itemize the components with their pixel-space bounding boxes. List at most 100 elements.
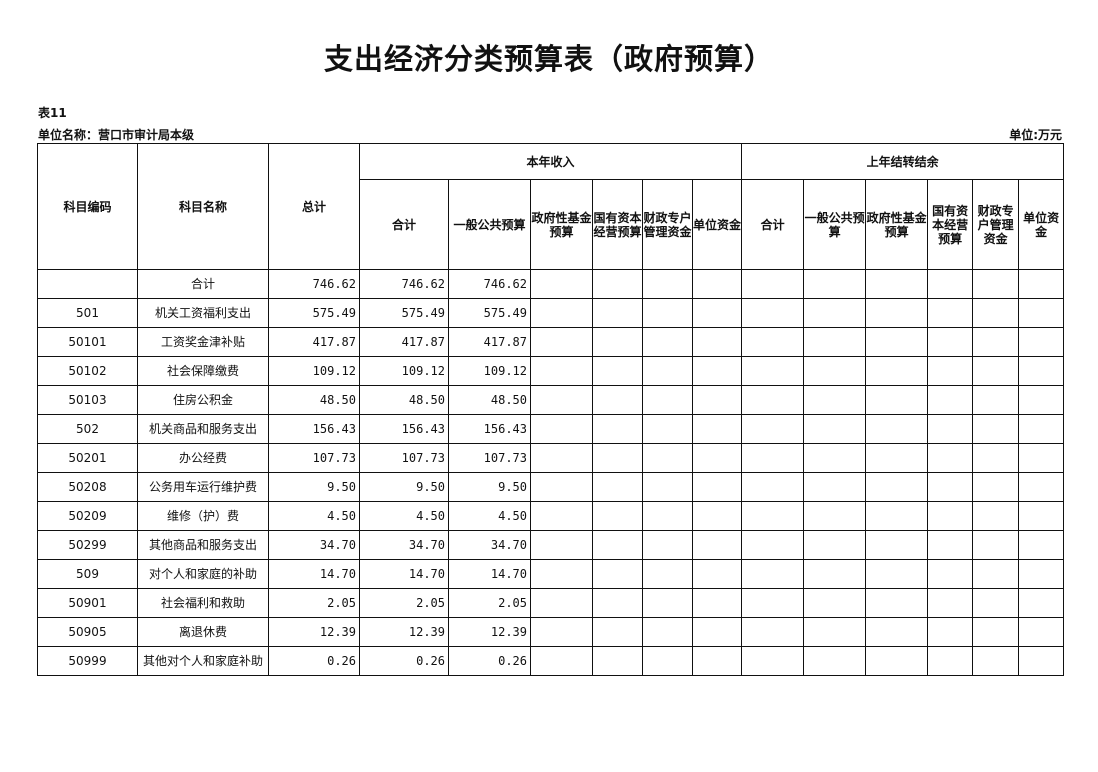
cell-empty [1018,530,1065,560]
cell-name: 住房公积金 [137,385,269,415]
cell-empty [803,646,867,676]
cell-total: 14.70 [268,559,360,589]
table-row: 50101 工资奖金津补贴 417.87 417.87 417.87 [37,327,1065,357]
page-title: 支出经济分类预算表（政府预算） [323,42,774,76]
cell-current-total: 575.49 [359,298,449,328]
cell-current-general: 575.49 [448,298,531,328]
cell-empty [642,617,693,647]
name-text: 机关商品和服务支出 [148,422,257,436]
cell-empty [1018,385,1065,415]
cell-empty [530,298,593,328]
cell-empty [642,501,693,531]
cell-empty [530,646,593,676]
cell-name: 办公经费 [137,443,269,473]
cell-empty [972,356,1020,386]
cell-empty [530,617,593,647]
cell-empty [642,559,693,589]
cell-empty [530,501,593,531]
cell-empty [972,327,1020,357]
cell-name: 离退休费 [137,617,269,647]
cell-empty [1018,269,1065,299]
cell-total: 2.05 [268,588,360,618]
cell-empty [865,588,929,618]
cell-empty [691,443,743,473]
table-row: 50103 住房公积金 48.50 48.50 48.50 [37,385,1065,415]
cell-empty [592,443,643,473]
cell-empty [865,559,929,589]
cell-empty [642,588,693,618]
cell-name: 机关商品和服务支出 [137,414,269,444]
cell-total: 107.73 [268,443,360,473]
cell-empty [927,298,974,328]
cell-total: 575.49 [268,298,360,328]
cell-empty [642,269,693,299]
cell-empty [642,327,693,357]
cell-total: 156.43 [268,414,360,444]
cell-empty [972,269,1020,299]
cell-empty [642,298,693,328]
name-text: 办公经费 [178,451,227,465]
cell-current-general: 746.62 [448,269,531,299]
cell-empty [927,617,974,647]
cell-current-general: 109.12 [448,356,531,386]
table-row: 合计 746.62 746.62 746.62 [37,269,1065,299]
cell-empty [530,356,593,386]
unit-name: 单位名称：营口市审计局本级 [38,128,195,142]
cell-empty [592,298,643,328]
header-total: 总计 [268,143,360,270]
cell-empty [927,443,974,473]
cell-current-general: 9.50 [448,472,531,502]
cell-empty [927,530,974,560]
cell-name: 机关工资福利支出 [137,298,269,328]
cell-current-total: 34.70 [359,530,449,560]
table-number: 表11 [38,106,67,120]
cell-empty [865,414,929,444]
cell-code: 50208 [37,472,138,502]
cell-empty [972,617,1020,647]
cell-empty [865,443,929,473]
cell-empty [592,472,643,502]
header-prior-5: 单位资金 [1018,179,1065,270]
table-row: 50299 其他商品和服务支出 34.70 34.70 34.70 [37,530,1065,560]
header-prior-year: 上年结转结余 [741,143,1065,180]
cell-empty [865,530,929,560]
cell-empty [592,269,643,299]
cell-empty [530,327,593,357]
cell-empty [741,269,805,299]
cell-code: 50299 [37,530,138,560]
header-prior-0: 合计 [741,179,805,270]
cell-code: 50209 [37,501,138,531]
cell-empty [1018,414,1065,444]
cell-current-total: 9.50 [359,472,449,502]
cell-current-total: 0.26 [359,646,449,676]
cell-empty [972,385,1020,415]
cell-empty [927,501,974,531]
cell-code: 502 [37,414,138,444]
table-row: 50208 公务用车运行维护费 9.50 9.50 9.50 [37,472,1065,502]
cell-code: 50905 [37,617,138,647]
header-prior-3: 国有资本经营预算 [927,179,974,270]
table-row: 50209 维修（护）费 4.50 4.50 4.50 [37,501,1065,531]
name-text: 离退休费 [178,625,227,639]
cell-empty [972,298,1020,328]
cell-current-total: 109.12 [359,356,449,386]
header-current-5: 单位资金 [691,179,743,270]
cell-empty [592,414,643,444]
cell-empty [1018,559,1065,589]
cell-empty [642,356,693,386]
cell-empty [741,298,805,328]
cell-empty [592,327,643,357]
cell-empty [972,530,1020,560]
cell-empty [803,414,867,444]
cell-code: 50201 [37,443,138,473]
header-code: 科目编码 [37,143,138,270]
cell-name: 公务用车运行维护费 [137,472,269,502]
header-current-4: 财政专户管理资金 [642,179,693,270]
cell-empty [1018,617,1065,647]
cell-empty [691,646,743,676]
cell-empty [741,588,805,618]
cell-empty [1018,298,1065,328]
cell-empty [972,443,1020,473]
cell-empty [803,588,867,618]
cell-current-total: 2.05 [359,588,449,618]
